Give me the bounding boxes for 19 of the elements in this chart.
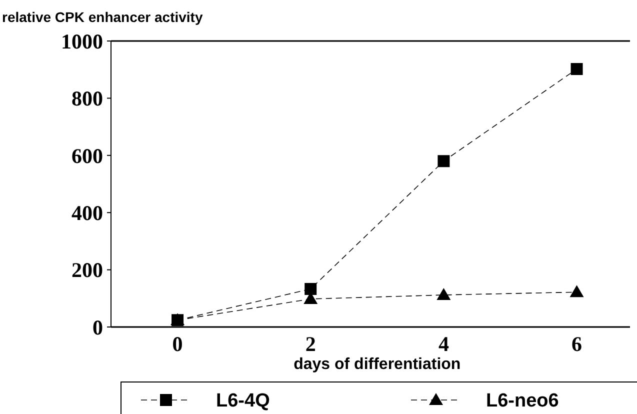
x-tick-label: 4	[438, 332, 450, 356]
point	[570, 285, 584, 298]
point	[304, 282, 317, 295]
x-tick-label: 0	[172, 332, 183, 356]
y-tick-label: 0	[92, 315, 103, 340]
point	[436, 288, 451, 300]
y-tick-label: 600	[72, 144, 103, 168]
point	[570, 63, 583, 76]
y-tick-label: 400	[72, 200, 103, 225]
x-tick-label: 6	[572, 332, 582, 356]
y-axis-title: relative CPK enhancer activity	[2, 9, 203, 25]
legend-label: L6-neo6	[486, 390, 559, 412]
legend-label: L6-4Q	[216, 390, 270, 412]
x-tick-label: 2	[305, 332, 316, 356]
y-tick-label: 800	[72, 86, 103, 111]
y-tick-label: 1000	[61, 29, 103, 54]
y-tick-label: 200	[72, 258, 103, 282]
x-axis-title: days of differentiation	[294, 356, 461, 373]
point	[438, 155, 450, 168]
